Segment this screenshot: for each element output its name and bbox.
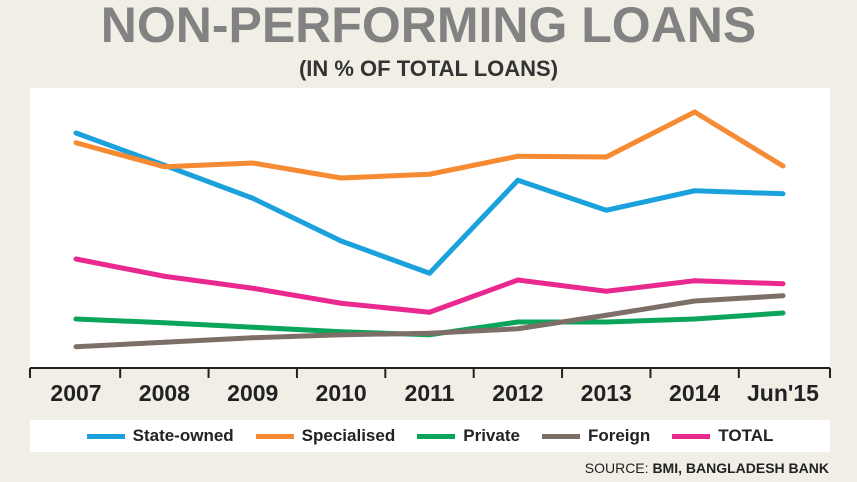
data-point [603,207,609,213]
data-point [161,164,167,170]
legend-label: Private [463,426,520,445]
data-point [338,175,344,181]
data-point [338,300,344,306]
data-point [427,270,432,276]
legend-label: TOTAL [718,426,774,445]
data-point [780,293,786,299]
data-point [73,316,79,322]
data-point [780,191,786,197]
legend-swatch [417,433,456,439]
data-point [515,319,521,325]
legend-label: State-owned [132,426,234,445]
legend-item: Private [417,426,520,446]
x-tick-label: 2014 [669,380,720,406]
data-point [338,332,344,338]
x-tick-label: 2007 [50,380,101,406]
data-point [603,319,609,325]
data-point [338,238,344,244]
data-point [692,298,698,304]
plot-area [30,88,830,368]
data-point [515,177,521,183]
x-tick-label: 2012 [492,380,543,406]
data-point [73,344,79,350]
data-point [692,188,698,194]
legend-swatch [672,433,711,439]
chart-subtitle: (IN % OF TOTAL LOANS) [298,56,559,81]
data-point [73,130,79,136]
data-point [603,288,609,294]
data-point [250,195,256,201]
data-point [161,320,167,326]
legend-label: Specialised [301,426,396,445]
data-point [692,316,698,322]
data-point [427,330,432,336]
legend-swatch [255,433,294,439]
data-point [427,171,432,177]
x-tick-label: 2011 [405,380,455,406]
chart-title: NON-PERFORMING LOANS [100,0,757,53]
data-point [780,163,786,169]
legend-item: Foreign [541,426,651,446]
data-point [515,326,521,332]
data-point [161,273,167,279]
data-point [250,335,256,341]
legend-label: Foreign [587,426,651,445]
data-point [427,309,432,315]
data-point [515,277,521,283]
data-point [73,140,79,146]
x-tick-label: 2010 [316,380,367,406]
x-tick-label: 2008 [139,380,190,406]
data-point [603,312,609,318]
data-point [250,324,256,330]
legend-swatch [541,433,580,439]
data-point [780,281,786,287]
data-point [515,153,521,159]
x-tick-label: Jun'15 [747,380,819,406]
legend-item: State-owned [86,426,234,446]
legend-item: TOTAL [672,426,773,446]
line-chart: 2007 2008 2009 2010 2011 2012 2013 2014 Jun'15 [29,88,831,406]
x-tick-label: 2009 [227,380,278,406]
data-point [73,256,79,262]
legend-item: Specialised [255,426,396,446]
data-point [692,109,698,115]
data-point [250,160,256,166]
data-point [161,339,167,345]
legend-swatch [86,433,125,439]
x-tick-label: 2013 [581,380,632,406]
data-point [250,285,256,291]
data-point [780,310,786,316]
source-note: SOURCE: BMI, BANGLADESH BANK [584,460,829,476]
data-point [603,154,609,160]
legend: State-owned Specialised Private Foreign TOTA… [30,420,830,452]
data-point [692,278,698,284]
